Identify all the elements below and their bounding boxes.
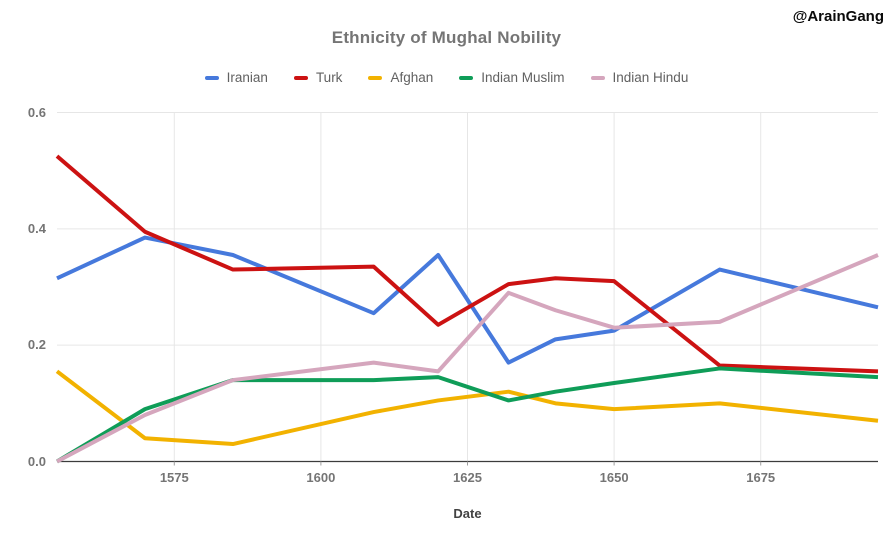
x-tick-label: 1675 (746, 470, 776, 485)
legend-label-indian-hindu: Indian Hindu (612, 70, 689, 85)
legend-swatch-iranian-icon (204, 75, 219, 80)
legend-swatch-indian-muslim-icon (459, 75, 474, 80)
legend-swatch-indian-hindu-icon (590, 75, 605, 80)
series-line-indian-hindu (56, 253, 879, 464)
series-line-indian-muslim (55, 366, 879, 464)
x-tick-label: 1600 (306, 470, 336, 485)
legend-item-afghan[interactable]: Afghan (368, 70, 433, 85)
legend-label-turk: Turk (315, 70, 343, 85)
legend-item-indian-muslim[interactable]: Indian Muslim (459, 70, 565, 85)
legend: Iranian Turk Afghan Indian Muslim Indian… (0, 70, 893, 85)
watermark: @ArainGang (792, 8, 884, 25)
legend-label-afghan: Afghan (390, 70, 434, 85)
legend-swatch-afghan-icon (368, 75, 383, 80)
legend-item-iranian[interactable]: Iranian (204, 70, 268, 85)
y-tick-label: 0.4 (27, 220, 46, 236)
chart-title: Ethnicity of Mughal Nobility (331, 28, 562, 47)
legend-swatch-turk-icon (293, 75, 308, 80)
legend-item-indian-hindu[interactable]: Indian Hindu (590, 70, 689, 85)
legend-label-indian-muslim: Indian Muslim (481, 70, 565, 85)
y-tick-label: 0.0 (27, 453, 46, 469)
x-tick-label: 1650 (599, 470, 629, 485)
y-tick-label: 0.2 (27, 337, 46, 353)
legend-label-iranian: Iranian (226, 70, 268, 85)
series-line-afghan (55, 369, 879, 447)
series-line-iranian (56, 235, 879, 365)
y-tick-label: 0.6 (27, 104, 46, 120)
x-tick-label: 1625 (453, 470, 482, 485)
legend-item-turk[interactable]: Turk (293, 70, 343, 85)
x-tick-label: 1575 (159, 470, 189, 485)
x-axis-title: Date (453, 506, 482, 521)
